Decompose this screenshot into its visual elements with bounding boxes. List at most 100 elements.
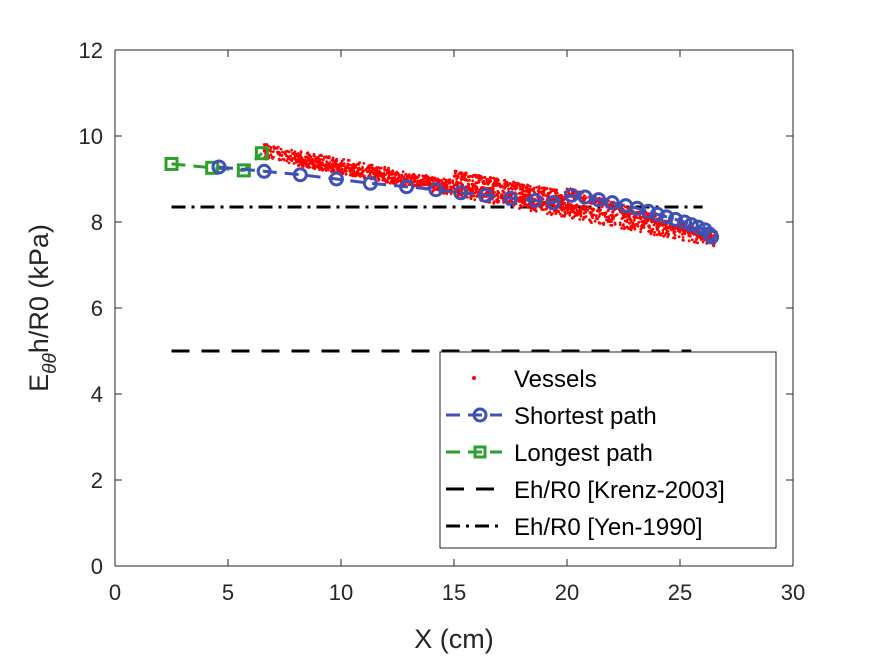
vessel-point [489,179,492,183]
vessel-point [647,224,650,228]
vessel-point [542,203,545,207]
vessel-point [548,210,551,214]
vessel-point [549,190,553,193]
vessel-point [522,200,526,203]
data-point [256,163,272,179]
vessel-point [385,179,388,183]
vessel-point [506,182,509,186]
vessel-point [419,178,423,182]
vessel-point [514,185,518,189]
vessel-point [554,191,557,195]
vessel-point [563,214,566,218]
vessel-point [316,163,320,167]
vessel-point [370,166,374,169]
vessel-point [344,172,348,176]
vessel-point [416,179,420,183]
vessel-point [570,216,574,220]
vessel-point [622,227,626,231]
vessel-point [585,196,588,200]
vessel-point [265,142,268,146]
vessel-point [502,179,506,182]
vessel-point [687,239,691,243]
vessel-point [639,227,643,231]
vessel-point [523,189,527,193]
vessel-point [422,183,426,186]
vessel-point [485,181,489,184]
vessel-point [471,175,474,179]
vessel-point [551,198,554,202]
vessel-point [661,229,665,232]
vessel-point [582,205,586,209]
vessel-point [374,167,377,171]
vessel-point [563,210,567,214]
data-point [362,175,378,191]
vessel-point [466,182,470,186]
vessel-point [292,162,296,165]
vessel-point [306,151,310,155]
vessel-point [284,154,288,158]
vessel-point [396,178,400,182]
vessel-point [324,155,328,159]
vessel-point [576,209,580,213]
vessel-point [452,174,456,178]
vessel-point [459,187,463,191]
vessel-point [509,193,513,197]
vessel-point [384,168,388,172]
vessel-point [489,176,493,180]
vessel-point [633,225,636,229]
vessel-point [467,185,471,189]
y-tick-label: 10 [79,124,103,149]
vessel-point [681,236,685,239]
vessel-point [604,215,607,219]
vessel-point [596,217,599,221]
data-point [683,217,699,233]
vessel-point [370,169,374,172]
vessel-point [528,191,531,195]
vessel-point [442,177,446,181]
vessel-point [276,145,280,149]
vessel-point [348,166,351,170]
vessel-point [387,172,391,176]
vessel-point [629,225,633,229]
vessel-point [353,171,357,175]
vessel-point [667,232,671,236]
y-tick-label: 4 [91,382,103,407]
vessel-point [429,178,432,182]
vessel-point [438,179,442,182]
vessel-point [541,186,545,190]
vessel-point [496,201,500,204]
vessel-point [610,204,613,208]
vessel-point [550,213,553,217]
vessel-point [495,193,498,197]
vessel-point [354,174,358,178]
vessel-point [456,191,460,194]
vessel-point [575,204,578,208]
vessel-point [305,155,309,159]
vessel-point [295,154,299,158]
vessel-point [639,230,642,234]
vessel-point [688,234,692,238]
data-point [704,229,720,245]
vessel-point [615,213,619,217]
vessel-point [588,206,591,210]
vessel-point [551,188,555,191]
vessel-point [444,180,448,184]
vessel-point [622,223,625,226]
vessel-point [294,158,298,162]
vessel-point [320,154,324,158]
vessel-point [560,214,563,218]
vessel-point [659,232,663,236]
vessel-point [628,221,631,225]
data-point [254,146,269,161]
vessel-point [366,166,369,170]
vessel-point [563,206,567,210]
vessel-point [477,174,481,177]
vessel-point [422,181,426,184]
vessel-point [356,167,360,171]
y-tick-label: 2 [91,468,103,493]
vessel-point [423,175,426,179]
vessel-point [491,183,495,186]
vessel-point [695,237,698,241]
vessel-point [582,216,586,220]
y-axis-label-subscript: θθ [40,353,61,374]
